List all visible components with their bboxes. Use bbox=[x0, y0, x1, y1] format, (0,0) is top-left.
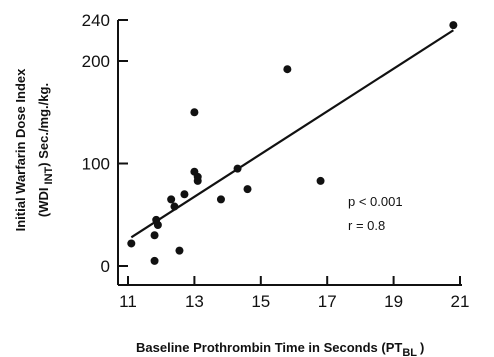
x-tick-label: 15 bbox=[251, 292, 270, 311]
data-point bbox=[283, 65, 292, 74]
data-point bbox=[233, 164, 242, 173]
data-point bbox=[127, 239, 136, 248]
r-value-annotation: r = 0.8 bbox=[348, 218, 385, 233]
y-axis-title-line2-post: ) Sec./mg./kg. bbox=[36, 83, 51, 167]
x-axis-title-subscript: BL bbox=[402, 347, 417, 357]
x-tick-label: 19 bbox=[384, 292, 403, 311]
y-axis-title-line2: (WDI INT) Sec./mg./kg. bbox=[36, 83, 55, 217]
x-axis-title: Baseline Prothrombin Time in Seconds (PT… bbox=[136, 340, 424, 357]
y-tick-label: 0 bbox=[101, 257, 110, 276]
y-axis-title-line2-pre: (WDI bbox=[36, 187, 51, 217]
data-point bbox=[150, 256, 159, 265]
y-tick-label: 100 bbox=[82, 155, 110, 174]
x-tick-label: 17 bbox=[318, 292, 337, 311]
axes bbox=[117, 20, 462, 286]
data-point bbox=[167, 195, 176, 204]
x-tick-label: 13 bbox=[185, 292, 204, 311]
y-axis-title-line1: Initial Warfarin Dose Index bbox=[13, 68, 28, 232]
p-value-annotation: p < 0.001 bbox=[348, 194, 403, 209]
data-point bbox=[316, 176, 325, 185]
data-point bbox=[449, 21, 458, 30]
data-point bbox=[153, 221, 162, 229]
data-point bbox=[170, 202, 179, 211]
y-axis-title-line2-subscript: INT bbox=[43, 166, 55, 184]
regression-layer bbox=[130, 29, 454, 239]
data-points bbox=[127, 21, 458, 265]
data-point bbox=[180, 190, 189, 199]
x-axis-title-close: ) bbox=[420, 340, 424, 355]
regression-line bbox=[130, 29, 454, 239]
ticks: 0 100 200 240 11 13 15 17 19 21 bbox=[82, 11, 470, 311]
x-tick-label: 11 bbox=[119, 292, 137, 311]
y-tick-label: 240 bbox=[82, 11, 110, 30]
x-tick-label: 21 bbox=[451, 292, 470, 311]
data-point bbox=[193, 172, 202, 181]
data-point bbox=[243, 185, 252, 194]
data-point bbox=[216, 195, 225, 204]
x-axis-title-main: Baseline Prothrombin Time in Seconds (PT bbox=[136, 340, 402, 355]
data-point bbox=[175, 246, 184, 255]
data-point bbox=[150, 231, 159, 240]
data-point bbox=[190, 108, 199, 117]
y-tick-label: 200 bbox=[82, 52, 110, 71]
